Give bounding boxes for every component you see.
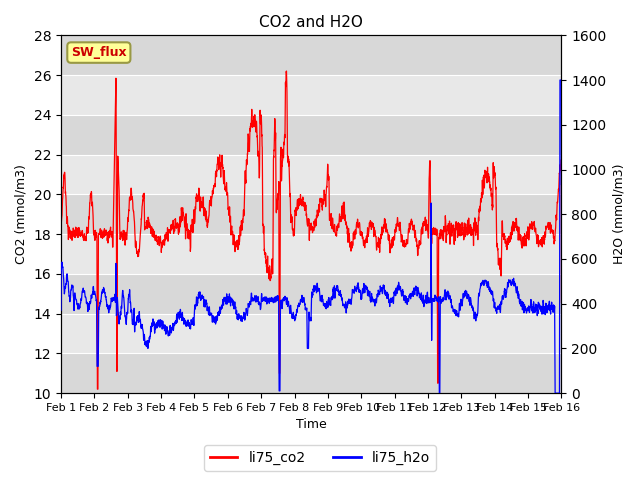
- Bar: [61, 36, 561, 75]
- Bar: [61, 274, 561, 313]
- Legend: li75_co2, li75_h2o: li75_co2, li75_h2o: [204, 445, 436, 471]
- Bar: [61, 194, 561, 234]
- Text: SW_flux: SW_flux: [71, 46, 127, 59]
- Y-axis label: CO2 (mmol/m3): CO2 (mmol/m3): [15, 164, 28, 264]
- Title: CO2 and H2O: CO2 and H2O: [259, 15, 363, 30]
- Y-axis label: H2O (mmol/m3): H2O (mmol/m3): [612, 164, 625, 264]
- Bar: [61, 115, 561, 155]
- Bar: [61, 353, 561, 393]
- X-axis label: Time: Time: [296, 419, 326, 432]
